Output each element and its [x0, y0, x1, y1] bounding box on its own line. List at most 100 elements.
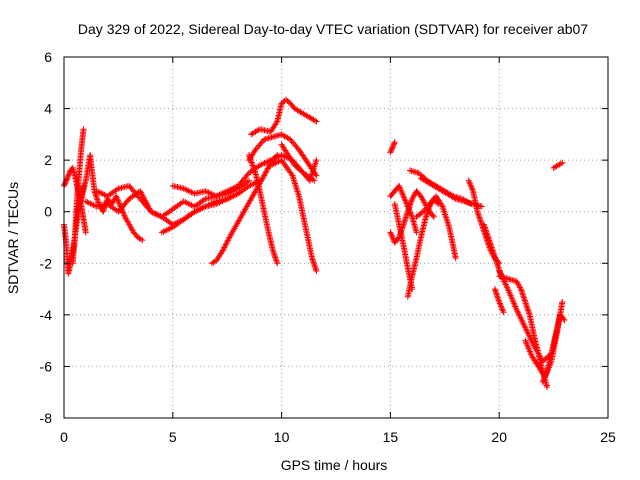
data-point: [539, 358, 546, 365]
data-point: [219, 247, 226, 254]
data-point-fill: [65, 171, 72, 178]
y-tick-label: -8: [40, 410, 53, 426]
data-point-fill: [115, 197, 122, 204]
data-point-fill: [542, 355, 549, 362]
x-axis-label: GPS time / hours: [281, 457, 388, 473]
data-point-fill: [294, 164, 301, 171]
data-point: [80, 126, 87, 133]
data-point-fill: [273, 119, 280, 126]
data-point-fill: [399, 191, 406, 198]
data-point-fill: [466, 179, 473, 186]
data-point-fill: [390, 142, 397, 149]
data-point: [278, 100, 285, 107]
data-point: [496, 298, 503, 305]
data-point-fill: [298, 168, 305, 175]
data-point-fill: [388, 230, 395, 237]
data-point-fill: [264, 166, 271, 173]
data-point-fill: [498, 304, 505, 311]
plot-frame: [63, 56, 609, 419]
data-point-fill: [115, 199, 122, 206]
data-point-fill: [264, 165, 271, 172]
data-point-fill: [280, 99, 287, 106]
y-tick-label: 0: [44, 204, 52, 220]
data-point-fill: [284, 97, 291, 104]
data-point: [478, 203, 485, 210]
data-point-fill: [387, 148, 394, 155]
data-point-fill: [220, 245, 227, 252]
data-point-fill: [262, 169, 269, 176]
data-point-fill: [63, 176, 70, 183]
data-point: [452, 255, 459, 262]
data-point: [413, 229, 420, 236]
data-point-fill: [120, 210, 127, 217]
data-point-fill: [396, 184, 403, 191]
data-point-fill: [224, 238, 231, 245]
data-point-fill: [61, 181, 68, 188]
data-point: [113, 193, 120, 200]
y-tick-label: 6: [44, 49, 52, 65]
data-point: [430, 213, 437, 220]
data-point: [387, 149, 394, 156]
data-point-fill: [466, 180, 473, 187]
data-point-fill: [62, 180, 69, 187]
data-point-fill: [467, 182, 474, 189]
data-point-fill: [114, 196, 121, 203]
data-point-fill: [389, 145, 396, 152]
data-point: [313, 118, 320, 125]
data-point-fill: [429, 212, 436, 219]
data-point-fill: [418, 172, 425, 179]
data-point: [500, 309, 507, 316]
data-point: [400, 193, 407, 200]
data-point-fill: [417, 171, 424, 178]
data-point: [313, 157, 320, 164]
data-point: [544, 384, 551, 391]
data-point: [313, 268, 320, 275]
data-point-fill: [263, 168, 270, 175]
data-point-fill: [296, 166, 303, 173]
data-point: [282, 96, 289, 103]
data-point: [415, 170, 422, 177]
data-point-fill: [541, 356, 548, 363]
x-tick-label: 25: [600, 429, 616, 445]
gridlines: [64, 57, 608, 418]
data-point-fill: [121, 212, 128, 219]
data-point: [396, 182, 403, 189]
data-point: [261, 172, 268, 179]
data-point-fill: [402, 197, 409, 204]
y-tick-label: -2: [40, 255, 53, 271]
data-point: [559, 298, 566, 305]
data-point: [82, 229, 89, 236]
data-point-fill: [116, 200, 123, 207]
data-point-fill: [408, 212, 415, 219]
data-point-fill: [401, 196, 408, 203]
axis-ticks: 0 5 10 15 20 25 -8 -6 -4 -2 0 2 4 6: [40, 49, 616, 445]
data-point: [245, 177, 252, 184]
data-point-fill: [468, 183, 475, 190]
data-point-fill: [391, 140, 398, 147]
data-point-fill: [64, 173, 71, 180]
data-point-fill: [418, 209, 425, 216]
data-point-fill: [388, 232, 395, 239]
data-point-fill: [389, 235, 396, 242]
data-point-fill: [397, 187, 404, 194]
data-point-fill: [497, 301, 504, 308]
x-tick-label: 20: [491, 429, 507, 445]
data-point-fill: [390, 141, 397, 148]
data-point-fill: [540, 375, 547, 382]
data-point-fill: [498, 303, 505, 310]
data-point-fill: [541, 374, 548, 381]
data-point-fill: [297, 167, 304, 174]
chart-title: Day 329 of 2022, Sidereal Day-to-day VTE…: [78, 21, 588, 37]
data-point-fill: [496, 300, 503, 307]
data-point: [391, 139, 398, 146]
data-point-fill: [468, 185, 475, 192]
data-points: [61, 96, 568, 391]
data-point: [274, 151, 281, 158]
data-point-fill: [244, 171, 251, 178]
data-point-fill: [293, 163, 300, 170]
data-point-fill: [222, 241, 229, 248]
y-tick-label: 4: [44, 101, 52, 117]
data-point-fill: [499, 307, 506, 314]
data-point-fill: [499, 306, 506, 313]
